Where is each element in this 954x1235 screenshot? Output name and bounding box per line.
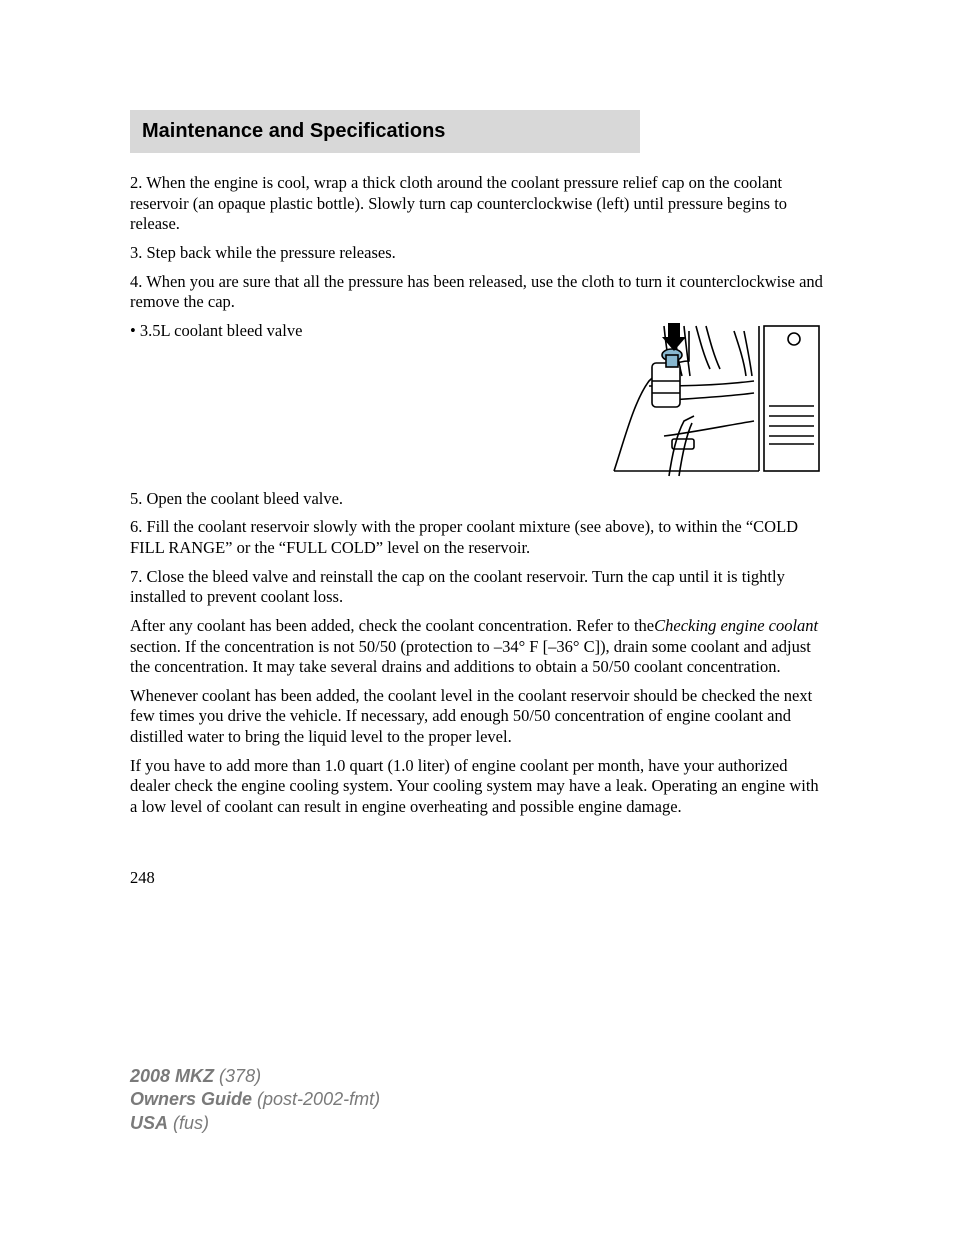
p8-part-a: After any coolant has been added, check …: [130, 616, 654, 635]
page-number: 248: [130, 868, 824, 888]
bullet-and-diagram-row: • 3.5L coolant bleed valve: [130, 321, 824, 481]
footer-line-2: Owners Guide (post-2002-fmt): [130, 1088, 380, 1111]
coolant-valve-diagram: [594, 321, 824, 481]
step-5-text: 5. Open the coolant bleed valve.: [130, 489, 824, 510]
step-7-text: 7. Close the bleed valve and reinstall t…: [130, 567, 824, 608]
step-4-text: 4. When you are sure that all the pressu…: [130, 272, 824, 313]
footer-line-3: USA (fus): [130, 1112, 380, 1135]
footer-line-1: 2008 MKZ (378): [130, 1065, 380, 1088]
footer-code: (378): [214, 1066, 261, 1086]
footer-fmt: (post-2002-fmt): [252, 1089, 380, 1109]
section-heading-bar: Maintenance and Specifications: [130, 110, 640, 153]
bullet-valve: • 3.5L coolant bleed valve: [130, 321, 574, 342]
engine-diagram-icon: [594, 321, 824, 481]
page-container: Maintenance and Specifications 2. When t…: [0, 0, 954, 888]
footer-model: 2008 MKZ: [130, 1066, 214, 1086]
bullet-column: • 3.5L coolant bleed valve: [130, 321, 574, 342]
section-heading: Maintenance and Specifications: [142, 120, 628, 143]
whenever-coolant-text: Whenever coolant has been added, the coo…: [130, 686, 824, 748]
step-3-text: 3. Step back while the pressure releases…: [130, 243, 824, 264]
p8-part-c: section. If the concentration is not 50/…: [130, 637, 811, 677]
add-more-text: If you have to add more than 1.0 quart (…: [130, 756, 824, 818]
step-6-text: 6. Fill the coolant reservoir slowly wit…: [130, 517, 824, 558]
footer-guide: Owners Guide: [130, 1089, 252, 1109]
after-coolant-text: After any coolant has been added, check …: [130, 616, 824, 678]
footer: 2008 MKZ (378) Owners Guide (post-2002-f…: [130, 1065, 380, 1135]
footer-region: USA: [130, 1113, 168, 1133]
p8-italic: Checking engine coolant: [654, 616, 818, 635]
step-2-text: 2. When the engine is cool, wrap a thick…: [130, 173, 824, 235]
footer-fus: (fus): [168, 1113, 209, 1133]
